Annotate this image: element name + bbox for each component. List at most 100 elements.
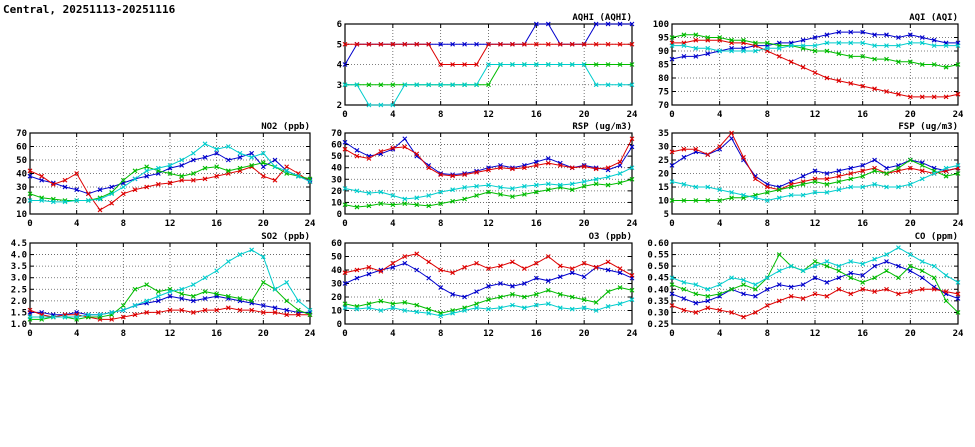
chart-panel-aqi: 70 75 80 85 90 95 100 0 4 8 12 16 20 24 AQI (AQI) [642, 11, 966, 121]
svg-text:16: 16 [531, 329, 542, 339]
svg-text:50: 50 [331, 152, 342, 162]
chart-panel-rsp: 0 10 20 30 40 50 60 70 0 4 8 12 16 20 24 RSP (ug/m3) [315, 120, 640, 230]
svg-text:12: 12 [810, 329, 821, 339]
svg-text:3.0: 3.0 [11, 274, 27, 284]
svg-text:4.5: 4.5 [11, 239, 27, 249]
svg-text:0.30: 0.30 [647, 308, 669, 318]
svg-text:2.0: 2.0 [11, 297, 27, 307]
svg-text:50: 50 [16, 156, 27, 166]
svg-text:8: 8 [765, 329, 770, 339]
svg-text:4.0: 4.0 [11, 251, 27, 261]
svg-text:50: 50 [331, 253, 342, 263]
svg-text:16: 16 [857, 110, 868, 120]
svg-text:4: 4 [74, 329, 80, 339]
svg-text:20: 20 [258, 219, 269, 229]
svg-text:12: 12 [165, 329, 176, 339]
svg-text:0: 0 [27, 219, 32, 229]
svg-text:0: 0 [669, 110, 674, 120]
chart-fsp: 5 10 15 20 25 30 35 0 4 8 12 16 20 24 FSP (ug/m3) [658, 122, 964, 229]
svg-text:24: 24 [627, 110, 638, 120]
chart-panel-so2: 1.0 1.5 2.0 2.5 3.0 3.5 4.0 4.5 0 4 8 12 16 20 24 SO2 (… [0, 230, 318, 340]
svg-text:5: 5 [664, 210, 669, 220]
svg-text:100: 100 [653, 20, 669, 30]
chart-panel-o3: 0 10 20 30 40 50 60 0 4 8 12 16 20 24 O3 (ppb) [315, 230, 640, 340]
svg-text:RSP (ug/m3): RSP (ug/m3) [572, 122, 632, 132]
svg-text:2: 2 [337, 101, 342, 111]
svg-text:8: 8 [765, 219, 770, 229]
svg-text:0: 0 [669, 329, 674, 339]
svg-text:12: 12 [810, 219, 821, 229]
svg-text:8: 8 [438, 329, 443, 339]
svg-text:60: 60 [16, 143, 27, 153]
svg-text:20: 20 [16, 197, 27, 207]
svg-text:4: 4 [390, 219, 396, 229]
svg-text:CO (ppm): CO (ppm) [915, 232, 958, 242]
svg-text:15: 15 [658, 183, 669, 193]
svg-text:20: 20 [905, 219, 916, 229]
svg-text:12: 12 [810, 110, 821, 120]
svg-text:10: 10 [658, 197, 669, 207]
svg-text:4: 4 [717, 329, 723, 339]
svg-text:30: 30 [331, 280, 342, 290]
svg-text:4: 4 [337, 61, 343, 71]
chart-no2: 10 20 30 40 50 60 70 0 4 8 12 16 20 24 NO2 (ppb) [16, 122, 316, 229]
svg-text:30: 30 [331, 175, 342, 185]
svg-text:20: 20 [579, 219, 590, 229]
chart-co: 0.25 0.300.35 0.400.45 0.500.55 0.60 0 4 8 12 16 2… [647, 232, 964, 339]
svg-text:40: 40 [16, 170, 27, 180]
svg-text:3: 3 [337, 81, 342, 91]
svg-text:16: 16 [531, 219, 542, 229]
svg-text:2.5: 2.5 [11, 285, 27, 295]
svg-text:4: 4 [390, 110, 396, 120]
svg-text:70: 70 [331, 129, 342, 139]
svg-text:70: 70 [658, 101, 669, 111]
chart-panel-no2: 10 20 30 40 50 60 70 0 4 8 12 16 20 24 NO2 (ppb) [0, 120, 318, 230]
svg-text:AQHI (AQHI): AQHI (AQHI) [572, 13, 632, 23]
svg-text:80: 80 [658, 74, 669, 84]
svg-text:0.25: 0.25 [647, 320, 669, 330]
svg-text:16: 16 [211, 219, 222, 229]
svg-text:25: 25 [658, 156, 669, 166]
chart-panel-co: 0.25 0.30 0.35 0.40 0.45 0.50 0.55 0.60 0 4 8 12 16 2… [642, 230, 966, 340]
svg-text:40: 40 [331, 164, 342, 174]
svg-text:20: 20 [905, 329, 916, 339]
svg-text:0.35: 0.35 [647, 297, 669, 307]
svg-text:10: 10 [331, 307, 342, 317]
svg-text:16: 16 [857, 219, 868, 229]
svg-text:12: 12 [483, 329, 494, 339]
svg-text:24: 24 [305, 219, 316, 229]
svg-text:30: 30 [16, 183, 27, 193]
chart-aqi: 70 75 80 85 90 95 100 0 4 8 12 16 20 24 AQI (AQI) [653, 13, 964, 120]
svg-text:0: 0 [342, 219, 347, 229]
svg-text:NO2 (ppb): NO2 (ppb) [261, 122, 310, 132]
svg-text:75: 75 [658, 88, 669, 98]
svg-text:3.5: 3.5 [11, 262, 27, 272]
svg-text:24: 24 [953, 329, 964, 339]
chart-aqhi: 2 3 4 5 6 0 4 8 12 16 20 24 AQHI (AQHI) [337, 13, 638, 120]
svg-text:10: 10 [16, 210, 27, 220]
svg-text:70: 70 [16, 129, 27, 139]
svg-text:8: 8 [438, 219, 443, 229]
svg-text:AQI (AQI): AQI (AQI) [909, 13, 958, 23]
svg-text:60: 60 [331, 141, 342, 151]
svg-text:16: 16 [531, 110, 542, 120]
svg-text:0: 0 [342, 329, 347, 339]
svg-text:16: 16 [211, 329, 222, 339]
svg-text:20: 20 [579, 329, 590, 339]
svg-text:4: 4 [390, 329, 396, 339]
chart-panel-fsp: 5 10 15 20 25 30 35 0 4 8 12 16 20 24 FSP (ug/m3) [642, 120, 966, 230]
svg-text:30: 30 [658, 143, 669, 153]
svg-text:0.55: 0.55 [647, 251, 669, 261]
svg-text:95: 95 [658, 34, 669, 44]
svg-text:20: 20 [258, 329, 269, 339]
svg-text:4: 4 [717, 110, 723, 120]
svg-text:0: 0 [669, 219, 674, 229]
svg-text:24: 24 [953, 219, 964, 229]
svg-text:20: 20 [905, 110, 916, 120]
svg-text:0.45: 0.45 [647, 274, 669, 284]
svg-text:20: 20 [331, 187, 342, 197]
svg-text:8: 8 [765, 110, 770, 120]
svg-text:O3 (ppb): O3 (ppb) [589, 232, 632, 242]
svg-text:10: 10 [331, 198, 342, 208]
